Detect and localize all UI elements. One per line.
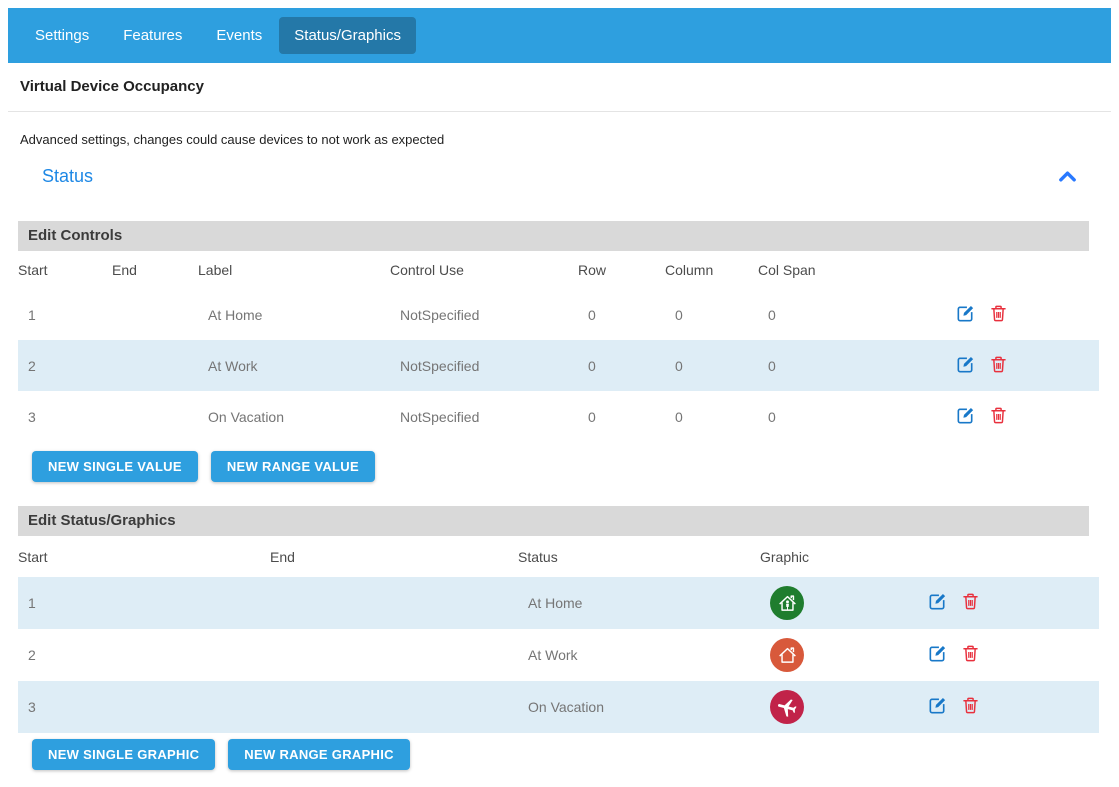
divider	[8, 111, 1111, 112]
controls-header-row: Start End Label Control Use Row Column C…	[18, 251, 1099, 289]
cell-actions	[905, 681, 1099, 733]
cell-row: 0	[578, 340, 665, 391]
cell-column: 0	[665, 340, 758, 391]
cell-col-span: 0	[758, 289, 870, 340]
cell-end	[270, 629, 518, 681]
column-header-col-span: Col Span	[758, 251, 870, 289]
table-row: 3 On Vacation	[18, 681, 1099, 733]
graphics-header-row: Start End Status Graphic	[18, 536, 1099, 577]
cell-start: 3	[18, 681, 270, 733]
cell-label: At Work	[198, 340, 390, 391]
cell-start: 2	[18, 340, 112, 391]
new-single-graphic-button[interactable]: NEW SINGLE GRAPHIC	[32, 739, 215, 770]
cell-row: 0	[578, 289, 665, 340]
cell-control-use: NotSpecified	[390, 289, 578, 340]
table-row: 1 At Home	[18, 577, 1099, 629]
column-header-actions	[870, 251, 1099, 289]
cell-column: 0	[665, 391, 758, 442]
tab-features[interactable]: Features	[106, 17, 199, 54]
cell-status: On Vacation	[518, 681, 760, 733]
table-row: 2 At Work NotSpecified 0 0 0	[18, 340, 1099, 391]
edit-icon[interactable]	[955, 354, 976, 378]
cell-end	[270, 681, 518, 733]
column-header-end: End	[112, 251, 198, 289]
cell-start: 3	[18, 391, 112, 442]
cell-col-span: 0	[758, 340, 870, 391]
home-occupied-icon	[770, 586, 804, 620]
tab-events[interactable]: Events	[199, 17, 279, 54]
delete-icon[interactable]	[989, 354, 1008, 378]
cell-control-use: NotSpecified	[390, 340, 578, 391]
cell-start: 2	[18, 629, 270, 681]
page: Settings Features Events Status/Graphics…	[0, 0, 1119, 778]
airplane-icon	[770, 690, 804, 724]
column-header-graphic: Graphic	[760, 536, 905, 577]
column-header-column: Column	[665, 251, 758, 289]
new-single-value-button[interactable]: NEW SINGLE VALUE	[32, 451, 198, 482]
cell-actions	[905, 577, 1099, 629]
edit-icon[interactable]	[927, 695, 948, 719]
column-header-status: Status	[518, 536, 760, 577]
delete-icon[interactable]	[989, 303, 1008, 327]
column-header-actions	[905, 536, 1099, 577]
cell-row: 0	[578, 391, 665, 442]
cell-start: 1	[18, 577, 270, 629]
cell-control-use: NotSpecified	[390, 391, 578, 442]
delete-icon[interactable]	[989, 405, 1008, 429]
cell-graphic	[760, 577, 905, 629]
column-header-start: Start	[18, 536, 270, 577]
cell-label: At Home	[198, 289, 390, 340]
cell-status: At Home	[518, 577, 760, 629]
cell-actions	[870, 391, 1099, 442]
delete-icon[interactable]	[961, 695, 980, 719]
edit-icon[interactable]	[927, 643, 948, 667]
cell-actions	[870, 289, 1099, 340]
cell-end	[112, 391, 198, 442]
edit-status-graphics-table: Start End Status Graphic 1 At Home	[18, 536, 1099, 733]
graphics-buttons: NEW SINGLE GRAPHIC NEW RANGE GRAPHIC	[32, 739, 1111, 770]
home-vacant-icon	[770, 638, 804, 672]
column-header-end: End	[270, 536, 518, 577]
tab-status-graphics[interactable]: Status/Graphics	[279, 17, 416, 54]
cell-graphic	[760, 681, 905, 733]
cell-label: On Vacation	[198, 391, 390, 442]
controls-buttons: NEW SINGLE VALUE NEW RANGE VALUE	[32, 451, 1111, 482]
status-section-title: Status	[42, 166, 93, 187]
edit-icon[interactable]	[955, 405, 976, 429]
column-header-label: Label	[198, 251, 390, 289]
cell-column: 0	[665, 289, 758, 340]
cell-actions	[905, 629, 1099, 681]
cell-col-span: 0	[758, 391, 870, 442]
edit-status-graphics-header: Edit Status/Graphics	[18, 506, 1089, 536]
status-section-header[interactable]: Status	[42, 161, 1077, 191]
cell-end	[270, 577, 518, 629]
table-row: 2 At Work	[18, 629, 1099, 681]
cell-status: At Work	[518, 629, 760, 681]
delete-icon[interactable]	[961, 591, 980, 615]
column-header-control-use: Control Use	[390, 251, 578, 289]
cell-end	[112, 340, 198, 391]
warning-text: Advanced settings, changes could cause d…	[20, 132, 1111, 147]
tab-settings[interactable]: Settings	[18, 17, 106, 54]
column-header-start: Start	[18, 251, 112, 289]
edit-controls-table: Start End Label Control Use Row Column C…	[18, 251, 1099, 442]
new-range-value-button[interactable]: NEW RANGE VALUE	[211, 451, 375, 482]
cell-start: 1	[18, 289, 112, 340]
edit-icon[interactable]	[927, 591, 948, 615]
edit-icon[interactable]	[955, 303, 976, 327]
delete-icon[interactable]	[961, 643, 980, 667]
cell-actions	[870, 340, 1099, 391]
column-header-row: Row	[578, 251, 665, 289]
new-range-graphic-button[interactable]: NEW RANGE GRAPHIC	[228, 739, 410, 770]
top-tab-bar: Settings Features Events Status/Graphics	[8, 8, 1111, 63]
table-row: 3 On Vacation NotSpecified 0 0 0	[18, 391, 1099, 442]
chevron-up-icon[interactable]	[1058, 170, 1077, 183]
cell-end	[112, 289, 198, 340]
table-row: 1 At Home NotSpecified 0 0 0	[18, 289, 1099, 340]
edit-controls-header: Edit Controls	[18, 221, 1089, 251]
page-title: Virtual Device Occupancy	[20, 78, 1111, 95]
cell-graphic	[760, 629, 905, 681]
